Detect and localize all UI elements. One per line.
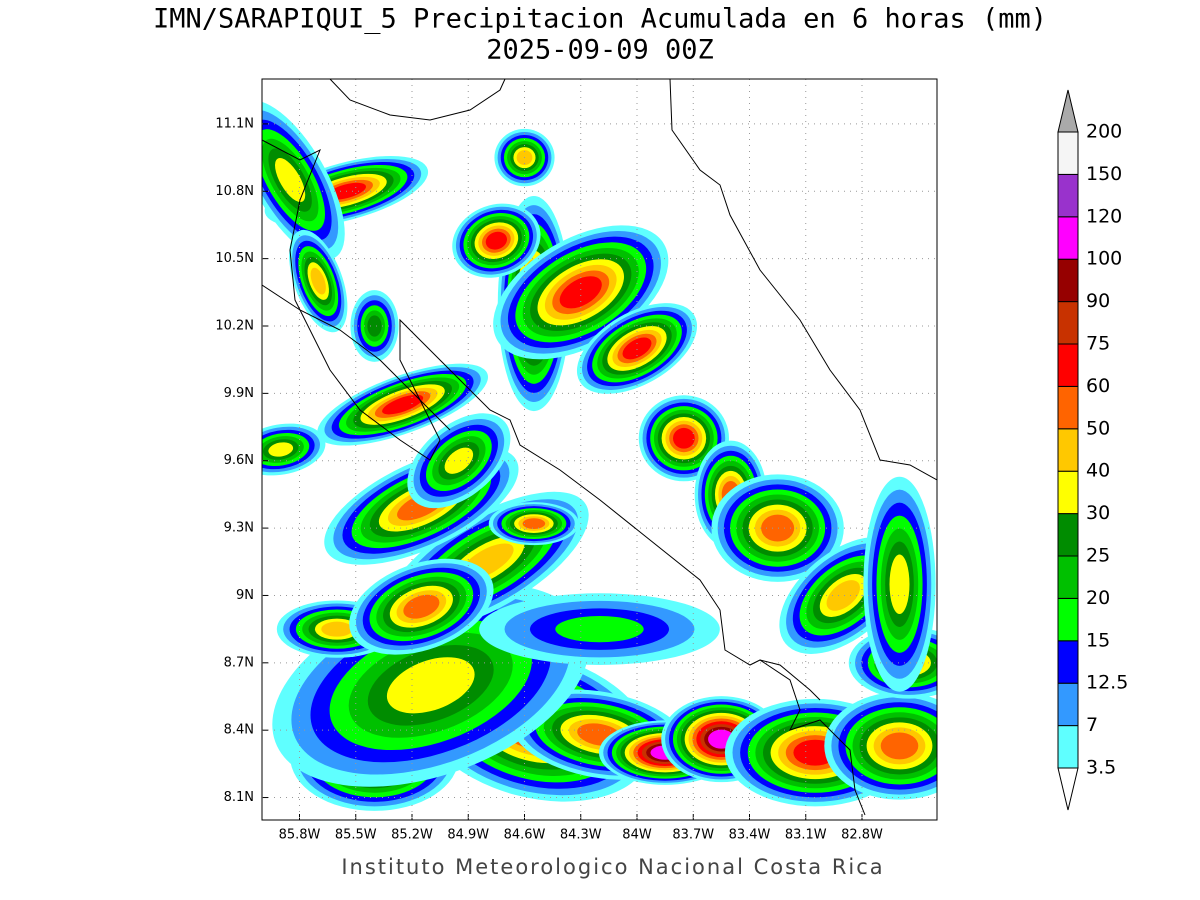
precip-contour [522,518,546,529]
lon-label: 85.5W [335,828,377,843]
subtitle: 2025-09-09 00Z [486,35,714,66]
footer: Instituto Meteorologico Nacional Costa R… [341,855,884,879]
coastline [262,79,937,816]
colorbar-box [1057,640,1079,684]
precip-contour [622,337,652,360]
precip-contour [673,427,695,449]
precip-contour [367,315,382,337]
lon-label: 82.8W [841,828,883,843]
lat-label: 10.2N [215,319,254,334]
colorbar-label: 100 [1086,248,1122,270]
lat-label: 9.9N [224,386,254,401]
colorbar-box [1057,343,1079,387]
colorbar-label: 200 [1086,121,1122,143]
border [262,284,451,431]
lake-shore [329,79,506,121]
colorbar-label: 90 [1086,290,1110,312]
map-frame [261,78,938,821]
colorbar-box [1057,725,1079,769]
lat-label: 11.1N [215,116,254,131]
colorbar-box [1057,597,1079,642]
lon-label: 84.3W [560,828,602,843]
colorbar-over [1057,89,1079,133]
colorbar-box [1057,385,1079,430]
colorbar-label: 40 [1086,460,1110,482]
colorbar-label: 75 [1086,333,1110,355]
colorbar-label: 120 [1086,205,1122,227]
colorbar-label: 7 [1086,714,1098,736]
colorbar-label: 60 [1086,375,1110,397]
peninsula [759,659,821,701]
lat-label: 9.3N [224,521,254,536]
lat-label: 8.1N [224,790,254,805]
colorbar-under [1057,767,1079,811]
colorbar-label: 25 [1086,545,1110,567]
precip-contour [321,621,353,637]
precip-contour [889,554,910,614]
colorbar-label: 3.5 [1086,757,1116,779]
precip-contour [555,615,644,643]
lat-label: 10.8N [215,184,254,199]
colorbar-box [1057,173,1079,218]
precip-contour [268,442,294,457]
colorbar-label: 15 [1086,629,1110,651]
lon-label: 83.7W [672,828,714,843]
lon-label: 83.4W [729,828,771,843]
colorbar-label: 30 [1086,502,1110,524]
colorbar-box [1057,555,1079,599]
precip-contour [310,267,326,295]
precip-contour [386,657,475,714]
colorbar-box [1057,131,1079,175]
lat-label: 9N [236,588,254,603]
precip-contour [826,580,860,611]
pacific-coast [262,139,866,816]
colorbar-label: 20 [1086,587,1110,609]
lat-label: 10.5N [215,251,254,266]
lon-label: 85.8W [279,828,321,843]
lon-label: 84.9W [447,828,489,843]
colorbar-label: 150 [1086,163,1122,185]
lon-label: 83.1W [785,828,827,843]
colorbar-box [1057,428,1079,472]
colorbar-label: 50 [1086,417,1110,439]
lon-label: 84.6W [504,828,546,843]
precip-contour [880,732,919,760]
colorbar: 3.5 7 12.5 15 20 25 30 40 50 60 75 90 100 120 150 200 [1057,89,1128,811]
colorbar-box [1057,682,1079,727]
grid: 11.1N 10.8N 10.5N 10.2N 9.9N 9.6N 9.3N 9N 8.7N 8.… [215,79,937,843]
lon-label: 85.2W [391,828,433,843]
title: IMN/SARAPIQUI_5 Precipitacion Acumulada … [153,4,1047,35]
colorbar-box [1057,258,1079,303]
precip-contour [444,447,474,474]
colorbar-box [1057,301,1079,345]
lon-label: 84W [622,828,652,843]
precip-contour [382,394,424,415]
precip-field [262,100,937,811]
precip-contour [403,594,440,619]
colorbar-label: 12.5 [1086,672,1128,694]
colorbar-box [1057,513,1079,557]
precip-contour [559,276,602,309]
lat-label: 9.6N [224,453,254,468]
precip-contour [485,231,507,250]
precip-contour [275,157,306,203]
colorbar-box [1057,470,1079,515]
caribbean-coast [669,79,937,481]
colorbar-box [1057,216,1079,260]
precip-contour [761,514,795,542]
lat-label: 8.7N [224,655,254,670]
lat-label: 8.4N [224,723,254,738]
